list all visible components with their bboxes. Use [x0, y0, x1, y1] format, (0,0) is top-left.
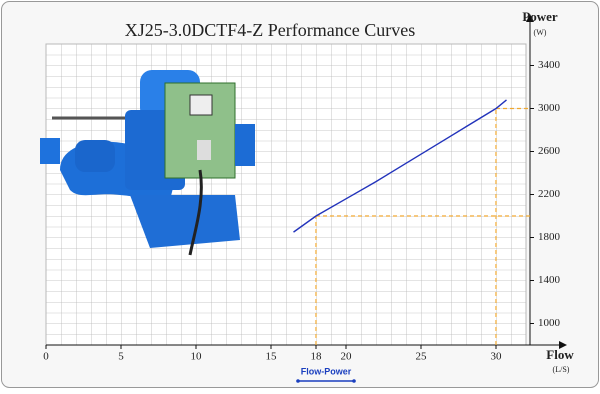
x-tick-label: 25 — [416, 351, 428, 363]
x-tick-label: 5 — [118, 351, 124, 363]
y-tick-label: 1800 — [538, 231, 561, 243]
y-tick-label: 1400 — [538, 274, 561, 286]
x-tick-label: 15 — [266, 351, 278, 363]
x-tick-label: 20 — [341, 351, 353, 363]
legend: Flow-Power — [296, 366, 356, 383]
y-tick-label: 3000 — [538, 102, 561, 114]
x-axis-unit: (L/S) — [553, 365, 570, 374]
x-tick-label: 10 — [191, 351, 203, 363]
legend-label: Flow-Power — [301, 366, 352, 376]
y-tick-label: 1000 — [538, 317, 561, 329]
x-tick-label: 0 — [43, 351, 49, 363]
legend-dot — [352, 379, 356, 383]
x-axis-title: Flow — [546, 347, 574, 362]
turbine-photo — [40, 70, 255, 256]
y-axis-title: Power — [522, 9, 558, 24]
y-tick-label: 2200 — [538, 188, 561, 200]
y-axis-unit: (W) — [534, 28, 547, 37]
y-tick-label: 3400 — [538, 59, 561, 71]
x-tick-label: 30 — [491, 351, 503, 363]
x-tick-label: 18 — [311, 351, 323, 363]
y-tick-label: 2600 — [538, 145, 561, 157]
series-line — [293, 99, 507, 233]
chart-title: XJ25-3.0DCTF4-Z Performance Curves — [125, 20, 415, 40]
legend-dot — [296, 379, 300, 383]
